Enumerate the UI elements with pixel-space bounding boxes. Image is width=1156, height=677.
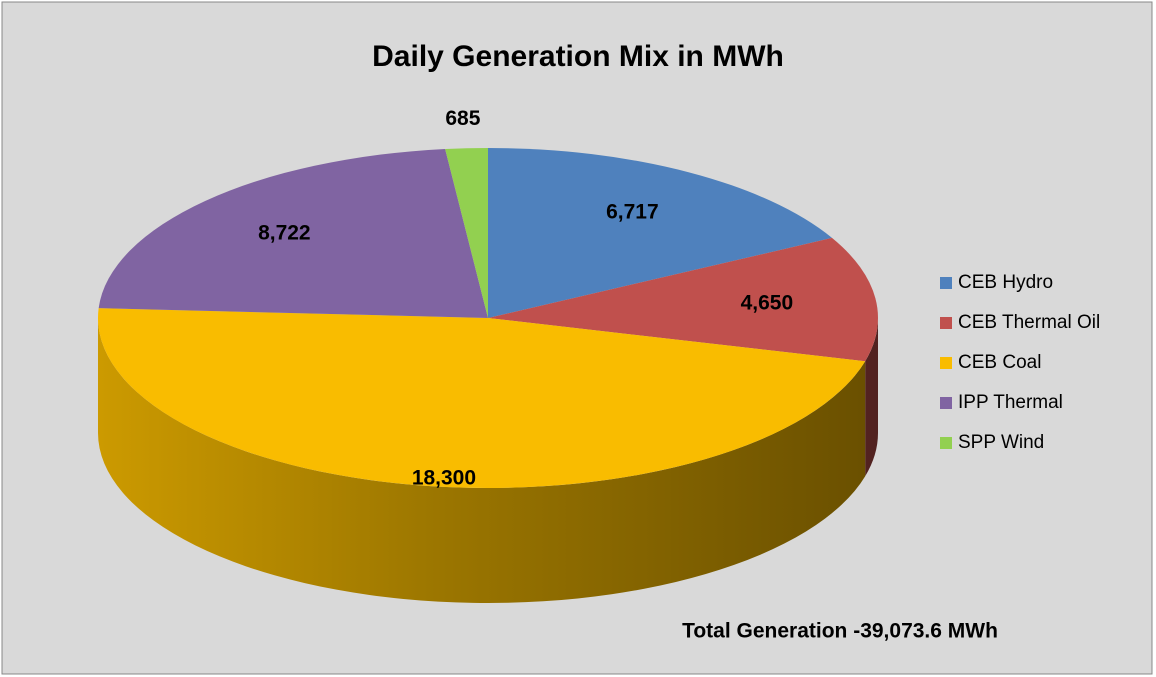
data-label: 18,300 (412, 466, 476, 489)
legend-swatch (940, 357, 952, 369)
slice-side (97, 318, 866, 604)
slice (445, 148, 488, 318)
chart-title: Daily Generation Mix in MWh (372, 40, 784, 73)
pie: 6,717 4,650 18,300 8,722 685 (97, 107, 879, 604)
legend-label: SPP Wind (958, 432, 1044, 453)
data-label: 8,722 (258, 221, 311, 244)
legend-label: CEB Thermal Oil (958, 312, 1100, 333)
legend-swatch (940, 277, 952, 289)
data-label: 685 (445, 107, 480, 130)
annotation: Total Generation -39,073.6 MWh (682, 620, 998, 643)
slice (488, 148, 832, 318)
data-label: 4,650 (741, 291, 794, 314)
slice (98, 149, 488, 318)
slice (97, 308, 866, 489)
legend-label: CEB Hydro (958, 272, 1053, 293)
legend-swatch (940, 317, 952, 329)
legend-label: IPP Thermal (958, 392, 1063, 413)
legend-label: CEB Coal (958, 352, 1041, 373)
legend-swatch (940, 397, 952, 409)
legend-swatch (940, 437, 952, 449)
slice (488, 237, 879, 362)
data-label: 6,717 (606, 201, 659, 224)
slice-side (865, 318, 878, 477)
legend: CEB Hydro CEB Thermal Oil CEB Coal IPP Ther… (940, 272, 1100, 453)
